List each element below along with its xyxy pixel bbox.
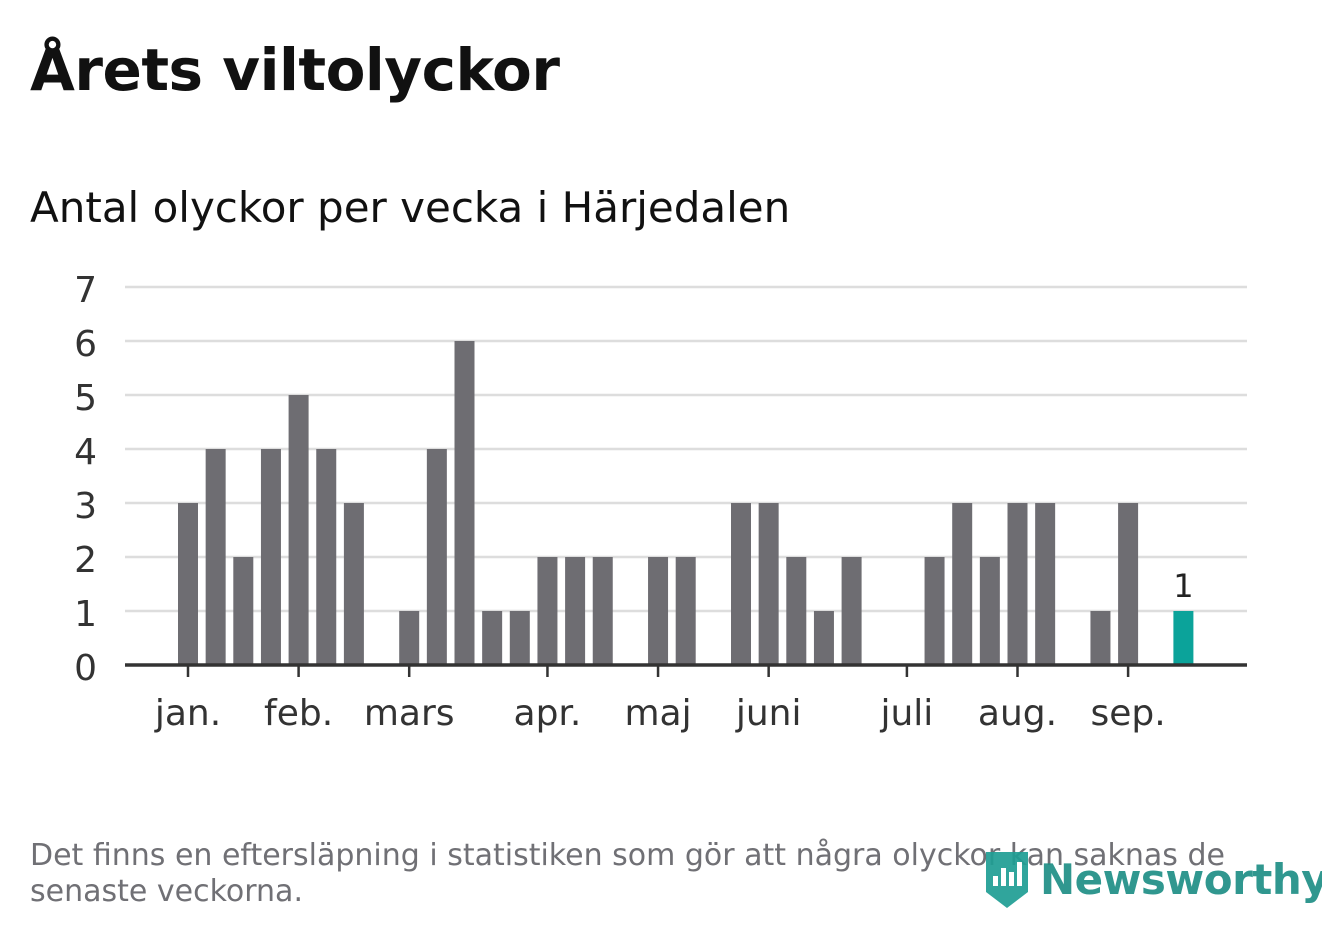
bar (399, 611, 420, 665)
chart-subtitle: Antal olyckor per vecka i Härjedalen (30, 183, 791, 232)
bar (316, 449, 337, 665)
y-tick-label: 6 (74, 324, 97, 365)
bar (233, 557, 254, 665)
x-tick-label: juli (879, 693, 933, 734)
gridlines (125, 285, 1247, 613)
bar (205, 449, 226, 665)
x-tick-label: maj (624, 693, 691, 734)
y-axis-ticks: 0 1 2 3 4 5 6 7 (74, 270, 97, 689)
x-tick-label: feb. (264, 693, 333, 734)
bar (592, 557, 613, 665)
y-tick-label: 2 (74, 540, 97, 581)
y-tick-label: 5 (74, 378, 97, 419)
x-tick-label: aug. (978, 693, 1057, 734)
y-tick-label: 7 (74, 270, 97, 311)
bar (813, 611, 834, 665)
highlight-bar (1173, 611, 1194, 665)
bar (537, 557, 558, 665)
bar (1090, 611, 1111, 665)
y-tick-label: 0 (74, 648, 97, 689)
bar (426, 449, 447, 665)
bar (509, 611, 530, 665)
bar (731, 503, 751, 665)
bar (178, 503, 198, 665)
x-axis-ticks: jan. feb. mars apr. maj juni juli aug. sep. (154, 665, 1166, 734)
bar (454, 341, 475, 665)
newsworthy-logo: Newsworthy (982, 848, 1322, 910)
bar-chart: 0 1 2 3 4 5 6 7 1 jan. feb. mars apr. maj juni juli au… (74, 270, 1247, 734)
bar (924, 557, 945, 665)
x-tick-label: juni (735, 693, 802, 734)
x-tick-label: jan. (154, 693, 221, 734)
x-tick-label: sep. (1090, 693, 1165, 734)
bar (648, 557, 669, 665)
x-tick-label: mars (364, 693, 455, 734)
bar (758, 503, 779, 665)
bar (1118, 503, 1139, 665)
bar (675, 557, 696, 665)
x-tick-label: apr. (514, 693, 582, 734)
bar (565, 557, 586, 665)
bar (786, 557, 807, 665)
bars: 1 (178, 341, 1194, 665)
bar (1007, 503, 1028, 665)
bar (1035, 503, 1056, 665)
bar (288, 395, 309, 665)
bar (260, 449, 281, 665)
highlight-value-label: 1 (1173, 567, 1193, 605)
chart-title: Årets viltolyckor (30, 36, 560, 104)
bar (979, 557, 1000, 665)
y-tick-label: 1 (74, 594, 97, 635)
newsworthy-logo-icon (986, 852, 1028, 908)
bar (952, 503, 973, 665)
y-tick-label: 3 (74, 486, 97, 527)
logo-text: Newsworthy (1040, 854, 1322, 904)
y-tick-label: 4 (74, 432, 97, 473)
bar (841, 557, 862, 665)
bar (343, 503, 364, 665)
bar (482, 611, 503, 665)
